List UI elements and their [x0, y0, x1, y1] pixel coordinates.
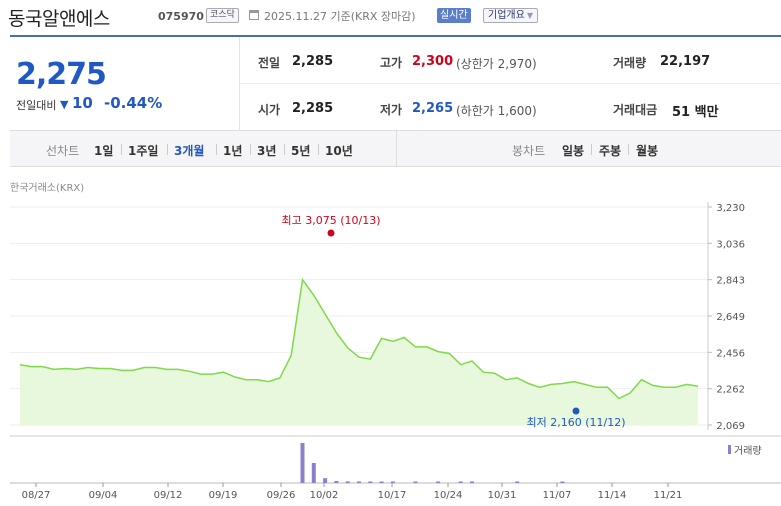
change-label: 전일대비 [16, 99, 57, 112]
price-panel: 2,275 전일대비 ▼ 10 -0.44% 전일 2,285 고가 2,300… [10, 35, 781, 131]
low-label: 저가 [380, 103, 403, 117]
tab-10y[interactable]: 10년 [325, 144, 353, 158]
tab-group-divider [396, 131, 397, 167]
open-value: 2,285 [292, 101, 334, 116]
tab-3m[interactable]: 3개월 [174, 144, 205, 158]
open-label: 시가 [258, 103, 281, 117]
chart-source: 한국거래소(KRX) [10, 183, 85, 194]
change-percent: -0.44% [104, 94, 163, 112]
y-tick-label: 3,230 [716, 203, 745, 214]
x-tick-label: 08/27 [22, 490, 51, 501]
volume-bar [345, 481, 350, 483]
volume-bar [379, 481, 384, 483]
prev-close-value: 2,285 [292, 54, 334, 69]
line-chart-label: 선차트 [46, 144, 80, 158]
tab-5y[interactable]: 5년 [291, 144, 311, 158]
high-marker [327, 229, 335, 237]
volume-bar [300, 443, 305, 483]
volume-legend: 거래량 [734, 445, 762, 457]
corp-info-label: 기업개요 [488, 10, 525, 21]
tab-separator [284, 144, 285, 155]
tab-separator [318, 144, 319, 155]
stock-header: 동국알앤에스 075970 코스닥 2025.11.27 기준(KRX 장마감)… [0, 0, 781, 34]
volume-bar [458, 481, 463, 483]
y-tick-label: 2,843 [716, 276, 745, 287]
volume-label: 거래량 [613, 56, 647, 70]
volume-bar [560, 481, 565, 483]
y-tick-label: 2,262 [716, 385, 745, 396]
tab-separator [591, 144, 592, 155]
y-tick-label: 2,649 [716, 312, 745, 323]
prev-close-label: 전일 [258, 56, 281, 70]
chevron-down-icon: ▼ [526, 11, 533, 20]
tab-1y[interactable]: 1년 [223, 144, 243, 158]
y-tick-label: 2,069 [716, 421, 745, 432]
current-price: 2,275 [16, 57, 107, 92]
y-tick-label: 3,036 [716, 239, 745, 250]
x-tick-label: 11/21 [654, 490, 683, 501]
volume-bar [436, 481, 441, 483]
x-tick-label: 10/31 [488, 490, 517, 501]
corp-info-dropdown[interactable]: 기업개요 ▼ [483, 8, 538, 23]
tab-weekly[interactable]: 주봉 [599, 144, 622, 158]
tab-1w[interactable]: 1주일 [128, 144, 159, 158]
market-badge: 코스닥 [206, 8, 239, 23]
tab-separator [216, 144, 217, 155]
price-line [19, 277, 699, 400]
x-tick-label: 10/17 [378, 490, 407, 501]
volume-bar [323, 478, 328, 483]
stock-code: 075970 [158, 10, 204, 23]
price-chart[interactable]: 3,230 3,036 2,843 2,649 2,456 2,262 2,069 08/2… [0, 190, 781, 506]
volume-bar [334, 481, 339, 483]
x-tick-label: 11/14 [598, 490, 627, 501]
low-value: 2,265 [412, 101, 454, 116]
calendar-icon [249, 10, 259, 20]
high-value: 2,300 [412, 54, 454, 69]
x-tick-label: 10/02 [310, 490, 339, 501]
volume-bar [413, 481, 418, 483]
volume-bar [470, 481, 474, 483]
volume-bar [368, 481, 373, 483]
x-tick-label: 09/04 [89, 490, 118, 501]
candle-chart-label: 봉차트 [512, 144, 546, 158]
tab-daily[interactable]: 일봉 [562, 144, 585, 158]
low-marker [572, 407, 580, 415]
tab-separator [167, 144, 168, 155]
trade-value-label: 거래대금 [613, 103, 658, 117]
realtime-button[interactable]: 실시간 [437, 8, 471, 23]
stock-name: 동국알앤에스 [8, 8, 110, 30]
tab-separator [121, 144, 122, 155]
price-area [20, 279, 698, 425]
high-label: 고가 [380, 56, 403, 70]
volume-bar [515, 481, 520, 483]
x-tick-label: 10/24 [434, 490, 463, 501]
volume-bar [357, 481, 361, 483]
volume-bar [311, 463, 316, 483]
tab-3y[interactable]: 3년 [257, 144, 277, 158]
high-annotation: 최고 3,075 (10/13) [281, 214, 380, 227]
y-tick-label: 2,456 [716, 348, 745, 359]
lower-limit: (하한가 1,600) [456, 104, 537, 118]
volume-legend-swatch [728, 445, 731, 454]
upper-limit: (상한가 2,970) [456, 57, 537, 71]
x-tick-label: 09/19 [209, 490, 238, 501]
date-info: 2025.11.27 기준(KRX 장마감) [264, 10, 416, 23]
change-value: 10 [72, 94, 93, 112]
chart-tabbar: 선차트 1일 1주일 3개월 1년 3년 5년 10년 봉차트 일봉 주봉 월봉 [10, 131, 781, 167]
x-tick-label: 11/07 [543, 490, 572, 501]
x-tick-label: 09/26 [267, 490, 296, 501]
tab-separator [628, 144, 629, 155]
divider [239, 83, 781, 84]
volume-value: 22,197 [660, 54, 711, 69]
tab-1d[interactable]: 1일 [94, 144, 114, 158]
low-annotation: 최저 2,160 (11/12) [526, 416, 625, 429]
tab-monthly[interactable]: 월봉 [636, 144, 659, 158]
divider [239, 37, 240, 131]
tab-separator [250, 144, 251, 155]
down-arrow-icon: ▼ [60, 98, 69, 111]
volume-bar [390, 481, 395, 483]
trade-value: 51 백만 [672, 105, 719, 120]
x-tick-label: 09/12 [154, 490, 183, 501]
